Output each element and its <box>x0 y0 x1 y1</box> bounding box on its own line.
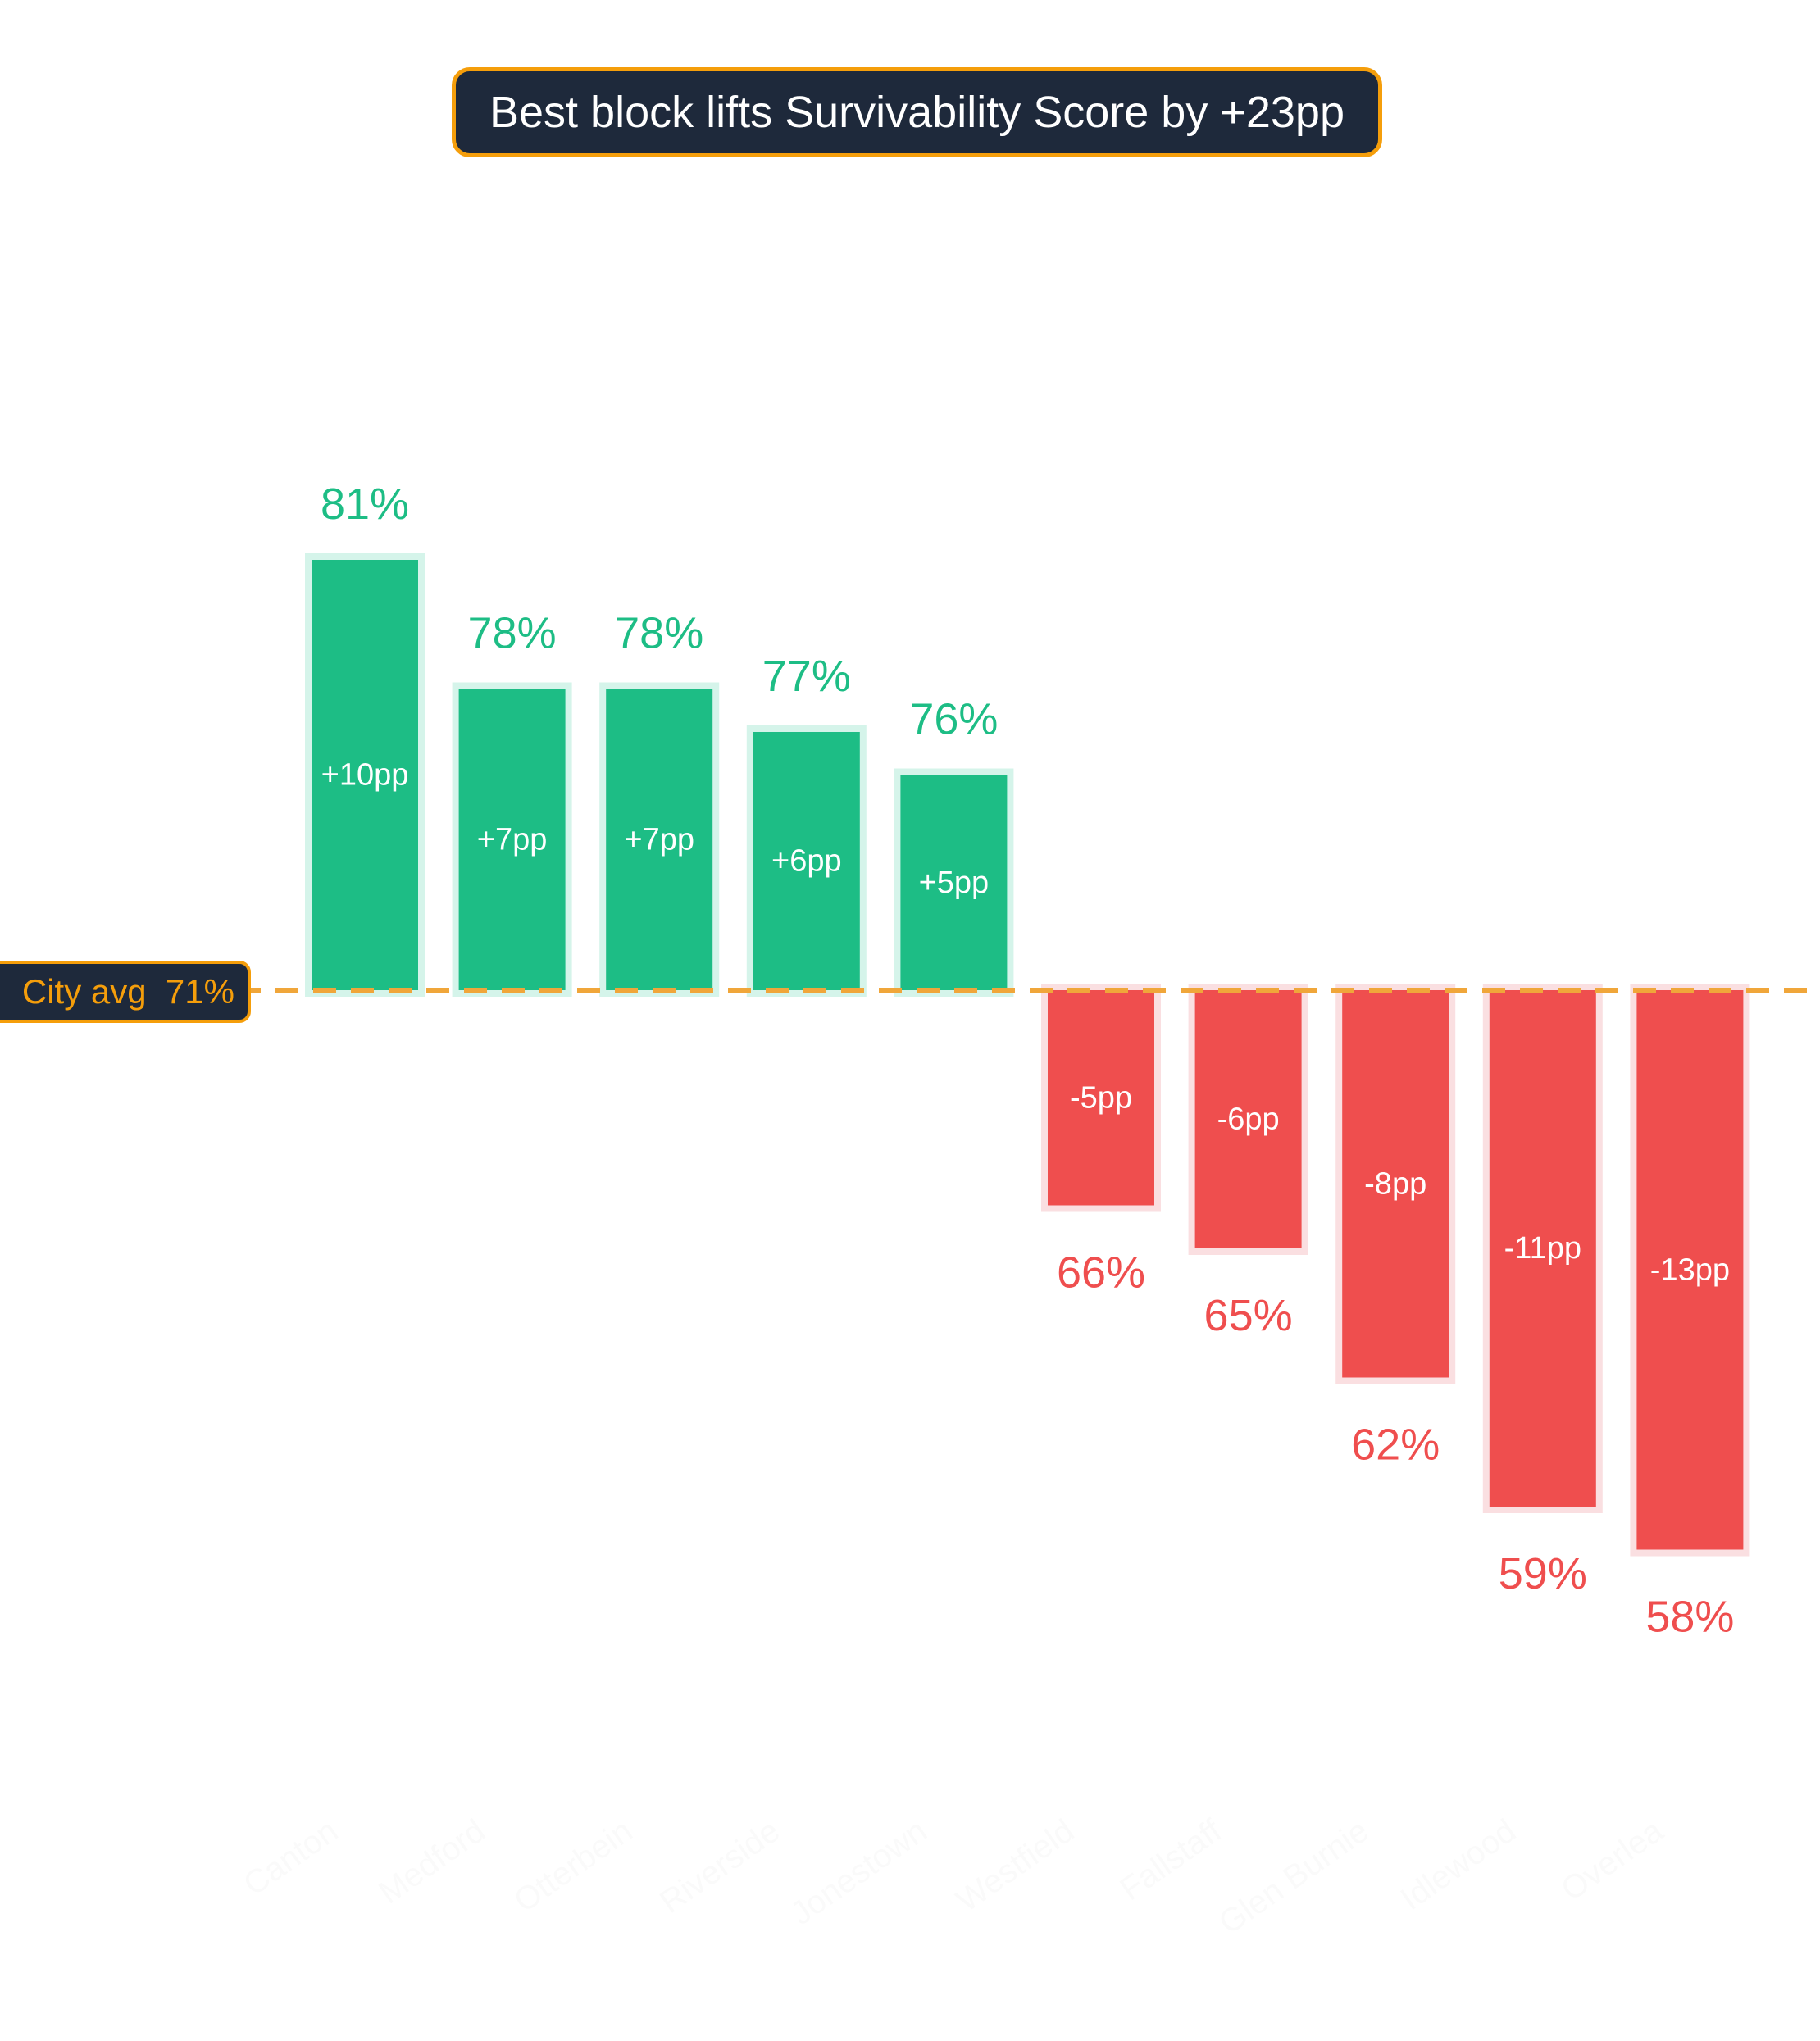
value-label: 76% <box>909 695 998 744</box>
bar <box>1194 990 1302 1248</box>
city-average-label: City avg 71% <box>0 961 251 1023</box>
deviation-label: +7pp <box>477 822 548 857</box>
x-tick-label: Otterbein <box>507 1812 639 1919</box>
bar <box>312 560 418 990</box>
chart-title: Best block lifts Survivability Score by … <box>489 88 1345 137</box>
bar <box>900 775 1008 990</box>
deviation-label: -8pp <box>1364 1166 1426 1201</box>
bar <box>1342 990 1449 1378</box>
x-tick-label: Jonestown <box>785 1812 934 1932</box>
bar <box>606 689 713 990</box>
city-average-text: City avg 71% <box>21 972 234 1011</box>
bar <box>1048 990 1154 1206</box>
value-label: 78% <box>468 609 557 658</box>
deviation-label: +7pp <box>624 822 694 857</box>
value-label: 81% <box>321 480 409 529</box>
value-label: 65% <box>1204 1291 1293 1340</box>
x-tick-label: Westfield <box>950 1812 1081 1919</box>
deviation-label: -11pp <box>1504 1231 1581 1266</box>
bar <box>753 732 860 990</box>
chart-title-box: Best block lifts Survivability Score by … <box>452 67 1382 157</box>
deviation-label: +5pp <box>919 866 990 900</box>
value-label: 59% <box>1499 1549 1587 1598</box>
bar <box>458 689 566 990</box>
x-tick-label: Overlea <box>1555 1812 1671 1908</box>
deviation-label: -5pp <box>1070 1080 1132 1115</box>
deviation-label: -13pp <box>1650 1252 1730 1287</box>
x-tick-label: Glen Burnie <box>1213 1812 1375 1941</box>
value-label: 78% <box>615 609 703 658</box>
x-tick-label: Fallstaff <box>1113 1812 1228 1907</box>
x-tick-label: Idlewood <box>1395 1812 1522 1917</box>
x-tick-label: Riverside <box>653 1812 786 1921</box>
bar <box>1489 990 1596 1507</box>
deviation-label: -6pp <box>1217 1102 1280 1137</box>
deviation-label: +6pp <box>771 844 842 879</box>
value-label: 77% <box>762 652 851 701</box>
value-label: 58% <box>1645 1593 1734 1642</box>
value-label: 66% <box>1057 1248 1145 1298</box>
x-tick-label: Medford <box>372 1812 491 1911</box>
deviation-label: +10pp <box>321 758 409 793</box>
x-tick-label: Canton <box>237 1812 344 1902</box>
value-label: 62% <box>1351 1421 1440 1470</box>
bar <box>1636 990 1744 1550</box>
